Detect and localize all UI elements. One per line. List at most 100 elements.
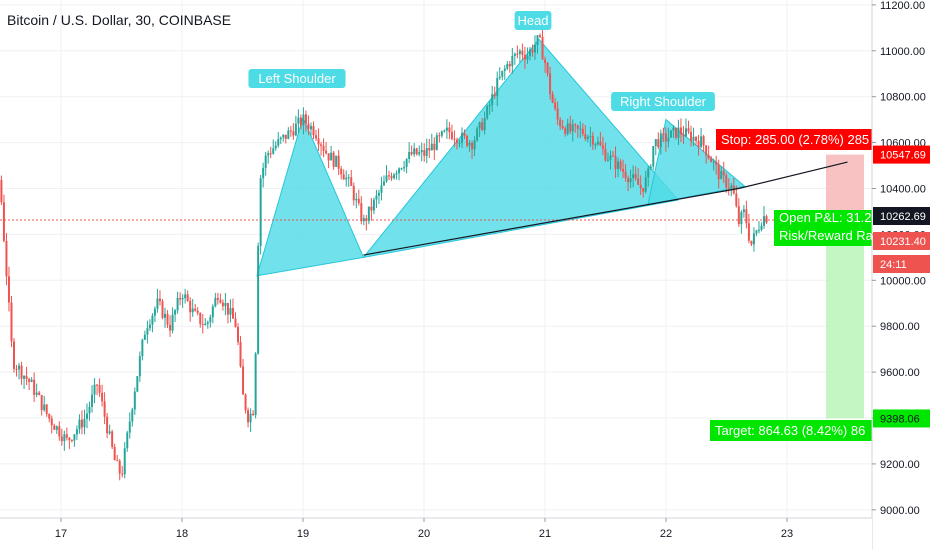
candle-body	[690, 131, 693, 142]
candle	[65, 427, 68, 441]
candle	[204, 318, 207, 326]
candle-body	[455, 139, 458, 143]
candle-body	[73, 434, 76, 441]
candle	[2, 194, 5, 243]
candle	[116, 454, 119, 462]
candle	[181, 294, 184, 308]
candle-body	[418, 152, 421, 155]
candle	[400, 167, 403, 171]
candle	[637, 168, 640, 186]
candle	[433, 137, 436, 160]
candle-body	[365, 218, 368, 221]
candle	[755, 229, 758, 237]
stop-price-tag: 10547.69	[873, 145, 930, 164]
candle	[687, 120, 690, 134]
candle-body	[158, 298, 161, 302]
candle	[586, 134, 589, 143]
candle-body	[606, 159, 609, 161]
candle	[463, 129, 466, 139]
candle-body	[101, 392, 104, 402]
candle-body	[450, 132, 453, 139]
candle-body	[20, 365, 23, 379]
candle	[496, 71, 499, 107]
candle	[166, 310, 169, 329]
candle-body	[169, 324, 172, 331]
candle	[559, 117, 562, 131]
candle	[380, 176, 383, 201]
candle	[138, 351, 141, 382]
candle-body	[599, 141, 602, 146]
candle-body	[259, 178, 262, 247]
price-axis[interactable]: 9000.009200.009400.009600.009800.0010000…	[871, 0, 932, 550]
time-axis[interactable]: 17 18 19 20 21 22 23	[0, 517, 872, 550]
candle	[372, 197, 375, 215]
candle-body	[695, 136, 698, 141]
candle-body	[745, 209, 748, 224]
candle-body	[304, 114, 307, 124]
candle	[644, 170, 647, 194]
candle-body	[254, 353, 257, 416]
candle	[78, 414, 81, 434]
candle	[632, 165, 635, 188]
candle	[174, 308, 177, 322]
candle	[596, 136, 599, 147]
candle-body	[742, 209, 745, 213]
price-tick-label: 11000.00	[880, 46, 925, 58]
candle	[546, 61, 549, 77]
candle	[727, 178, 730, 196]
candle-body	[478, 122, 481, 129]
candle-body	[398, 168, 401, 174]
candle-body	[622, 168, 625, 172]
candle	[697, 134, 700, 156]
price-tick-label: 9000.00	[880, 505, 920, 517]
candle-body	[589, 136, 592, 138]
candle-body	[408, 152, 411, 159]
candle-body	[196, 310, 199, 313]
candle-body	[151, 315, 154, 325]
candle	[309, 122, 312, 136]
candle-body	[513, 53, 516, 56]
candle	[244, 393, 247, 414]
candle-body	[7, 276, 10, 303]
candle-body	[252, 413, 255, 416]
candle-body	[68, 437, 71, 440]
candle	[715, 155, 718, 175]
candle	[518, 48, 521, 63]
candle	[272, 139, 275, 155]
candle	[284, 134, 287, 144]
candle-body	[63, 434, 66, 442]
candle-body	[413, 148, 416, 155]
candle	[365, 214, 368, 231]
last-price-tag-text: 10262.69	[880, 211, 926, 223]
candle	[247, 407, 250, 428]
candle-body	[226, 302, 229, 315]
label-left-shoulder: Left Shoulder	[248, 69, 346, 88]
candle	[740, 210, 743, 234]
candle	[528, 46, 531, 61]
candle	[571, 119, 574, 142]
candle	[176, 291, 179, 314]
candle	[707, 145, 710, 160]
symbol-title: Bitcoin / U.S. Dollar, 30, COINBASE	[7, 12, 232, 28]
candle	[50, 415, 53, 434]
price-tags: 10547.69 10262.69 10231.40 24:11 9398.06	[873, 145, 930, 428]
price-tick-label: 11200.00	[880, 0, 925, 12]
candle-body	[231, 308, 234, 319]
candle	[153, 306, 156, 323]
candle	[214, 292, 217, 308]
candle	[521, 43, 524, 61]
candle	[194, 304, 197, 312]
candle	[574, 123, 577, 133]
candle-body	[536, 35, 539, 45]
candle	[647, 166, 650, 187]
candle-body	[596, 141, 599, 145]
candle-body	[710, 158, 713, 163]
candle	[481, 118, 484, 132]
candle	[473, 136, 476, 157]
candle-body	[554, 102, 557, 109]
candle-body	[564, 128, 567, 134]
candle	[679, 118, 682, 142]
candle-body	[403, 167, 406, 169]
